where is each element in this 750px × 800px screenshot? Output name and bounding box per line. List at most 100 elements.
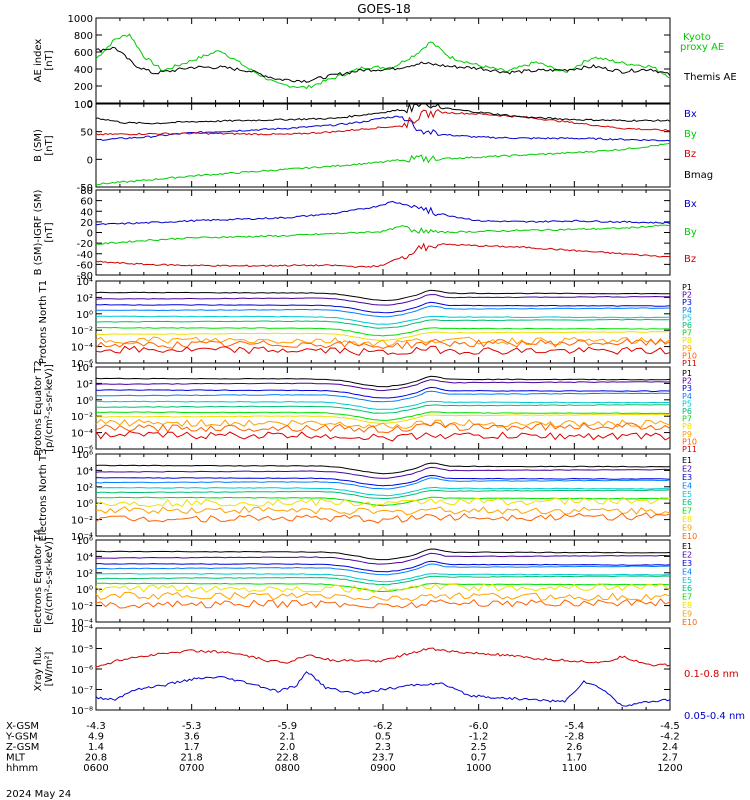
y-tick-label: 10² <box>76 483 93 494</box>
legend-e4: E4 <box>682 481 692 490</box>
series-e7 <box>95 496 671 507</box>
series-p10 <box>95 421 671 434</box>
y-tick-label: 10⁻² <box>71 516 93 527</box>
panel-3: B (SM)-IGRF (SM) [nT] -80-60-40-2002040608… <box>33 186 671 282</box>
ephemeris-value: 4.9 <box>88 732 104 743</box>
y-tick-label: 800 <box>74 31 93 42</box>
plot-title: GOES-18 <box>357 2 411 16</box>
ephemeris-value: -5.3 <box>182 721 202 732</box>
panel-6: Electrons North T3 10⁻⁴ 10⁻² 10⁰ 10² 10⁴ 10⁶ E1… <box>38 448 697 543</box>
legend-e1: E1 <box>682 542 692 551</box>
legend-dby: By <box>684 227 697 238</box>
series-p3 <box>96 386 671 399</box>
y-tick-label: 10⁰ <box>76 396 93 407</box>
legend-p8: P8 <box>682 336 692 345</box>
y-axis-label: Protons Equator T2 <box>33 360 44 456</box>
series-p4 <box>95 390 670 403</box>
series-e5 <box>95 572 671 583</box>
y-tick-label: 10⁴ <box>76 277 93 288</box>
panel-8: Xray flux [W/m²] 10⁻⁸ 10⁻⁷ 10⁻⁶ 10⁻⁵ 10⁻⁴ <box>33 624 671 717</box>
legend-p6: P6 <box>682 407 692 416</box>
date-label: 2024 May 24 <box>6 789 71 800</box>
ephemeris-value: 0.7 <box>471 753 487 764</box>
legend-p5: P5 <box>682 313 692 322</box>
y-tick-label: -60 <box>77 260 93 271</box>
series-p7 <box>95 326 671 337</box>
legend-p3: P3 <box>682 384 692 393</box>
panel-frame <box>95 627 671 711</box>
y-tick-label: 10⁻⁶ <box>71 445 93 456</box>
series-by <box>95 142 671 186</box>
y-tick-label: 0 <box>87 229 93 240</box>
y-axis-label: B (SM) <box>33 129 44 162</box>
series-xray-0-05-0-4- <box>95 671 671 707</box>
y-axis-label: AE index <box>33 39 44 83</box>
series-kyoto-proxy-ae <box>95 33 671 90</box>
y-tick-label: 10⁻⁴ <box>71 532 93 543</box>
legend-e10: E10 <box>682 532 697 541</box>
y-tick-label: 10² <box>76 293 93 304</box>
y-tick-label: 10⁻⁴ <box>71 618 93 629</box>
ephemeris-value: 0900 <box>370 763 395 774</box>
legend-bz: Bz <box>684 149 696 160</box>
y-tick-label: 0 <box>87 155 93 166</box>
legend-e4: E4 <box>682 567 692 576</box>
legend-e9: E9 <box>682 610 692 619</box>
y-axis-label: B (SM)-IGRF (SM) <box>33 190 44 276</box>
legend-e7: E7 <box>682 507 692 516</box>
ephemeris-value: -2.8 <box>565 732 585 743</box>
ephemeris-value: 0.5 <box>375 732 391 743</box>
panel-frame <box>95 103 671 188</box>
legend-p6: P6 <box>682 321 692 330</box>
series-e3 <box>96 560 671 573</box>
y-axis-label: [W/m²] <box>44 651 55 686</box>
y-tick-label: 200 <box>74 82 93 93</box>
y-axis-label: [nT] <box>44 135 55 155</box>
series-p6 <box>95 404 671 414</box>
series-p7 <box>95 411 670 421</box>
panel-2: B (SM) [nT] -50 0 50 100 <box>33 100 671 194</box>
ephemeris-value: 1.7 <box>566 753 582 764</box>
y-tick-label: 10⁰ <box>76 499 93 510</box>
ephemeris-value: 1.7 <box>184 742 200 753</box>
legend-xray-long: 0.1-0.8 nm <box>684 669 739 680</box>
ephemeris-value: 1100 <box>562 763 587 774</box>
ephemeris-value: 1000 <box>466 763 491 774</box>
ephemeris-value: 1200 <box>657 763 682 774</box>
ephemeris-table: X-GSM -4.3 -5.3 -5.9 -6.2 -6.0 -5.4 -4.5 Y-GSM 4.… <box>5 721 683 774</box>
y-tick-label: 10⁻⁴ <box>71 624 93 635</box>
ephemeris-label-mlt: MLT <box>6 753 26 764</box>
y-tick-label: 10⁰ <box>76 585 93 596</box>
ephemeris-value: -5.4 <box>565 721 585 732</box>
y-tick-label: 10⁻² <box>71 602 93 613</box>
legend-p8: P8 <box>682 422 692 431</box>
legend-e6: E6 <box>682 584 692 593</box>
y-tick-label: -20 <box>77 239 93 250</box>
legend-p11: P11 <box>682 359 697 368</box>
panel-5: Protons Equator T2 [p/(cm²-s-sr-keV)] 10⁻⁶… <box>33 360 697 456</box>
panel-7: Electrons Equator T4 [e/(cm²-s-sr-keV)] 10… <box>33 529 697 633</box>
panel-frame <box>95 189 671 276</box>
series-p3 <box>95 301 671 314</box>
y-tick-label: 10⁶ <box>76 450 93 461</box>
legend-e1: E1 <box>682 456 692 465</box>
series-p9 <box>95 336 671 347</box>
y-tick-label: 10⁻⁶ <box>71 665 93 676</box>
ephemeris-label-hhmm: hhmm <box>6 763 38 774</box>
series-bx <box>95 115 671 142</box>
series-e2 <box>95 466 671 479</box>
series-bmag <box>96 102 671 125</box>
legend-dbx: Bx <box>684 199 697 210</box>
y-tick-label: 80 <box>80 186 93 197</box>
y-tick-label: -40 <box>77 250 93 261</box>
legend-p10: P10 <box>682 351 697 360</box>
legend-p1: P1 <box>682 283 692 292</box>
ephemeris-label-x-gsm: X-GSM <box>6 721 39 732</box>
legend-p7: P7 <box>682 415 692 424</box>
series-p6 <box>95 318 671 329</box>
legend-p9: P9 <box>682 430 692 439</box>
ephemeris-value: 21.8 <box>181 753 203 764</box>
ephemeris-label-y-gsm: Y-GSM <box>5 732 38 743</box>
series-p10 <box>95 338 671 350</box>
